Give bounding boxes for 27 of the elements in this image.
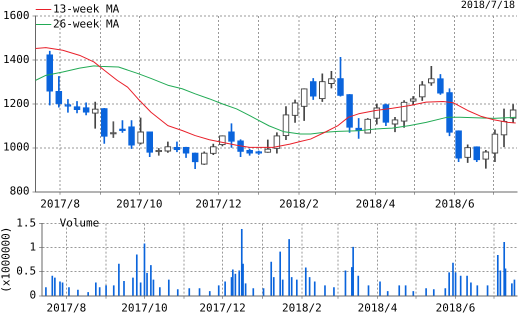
text: 2018/7/18 [460,0,515,11]
y-tick-label: 0 [29,288,36,302]
y-axis-title: (x1000000) [0,226,12,293]
x-tick-label: 2017/12 [195,197,242,210]
y-tick-label: 1400 [2,52,30,66]
y-tick-label: 1200 [2,96,30,110]
legend-label: 13-week MA [52,2,120,16]
y-tick-label: 1000 [2,140,30,154]
y-tick-label: 1.5 [16,216,36,230]
y-tick-label: 1 [29,240,36,254]
text: Volume [60,216,100,230]
y-tick-label: 1600 [2,8,30,22]
x-tick-label: 2017/8 [46,301,86,314]
x-tick-label: 2018/6 [434,197,475,210]
x-tick-label: 2018/2 [279,197,319,210]
y-tick-label: 800 [10,184,30,198]
x-tick-label: 2017/8 [40,197,80,210]
x-tick-label: 2018/6 [436,301,476,314]
x-tick-label: 2018/2 [282,301,322,314]
x-tick-label: 2017/10 [116,197,162,210]
x-tick-label: 2017/10 [121,301,168,314]
x-tick-label: 2017/12 [199,301,246,314]
legend-label: 26-week MA [52,17,120,30]
candlestick [64,99,72,113]
x-tick-label: 2018/4 [358,301,398,314]
x-tick-label: 2018/4 [356,197,396,210]
y-tick-label: 0.5 [16,264,36,278]
